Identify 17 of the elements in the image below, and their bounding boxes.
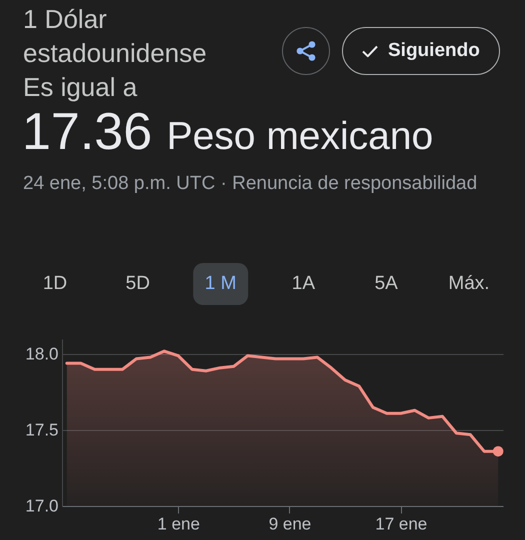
text: 1A <box>292 273 316 295</box>
y-tick-label: 17.0 <box>25 496 58 516</box>
text: Máx. <box>448 273 490 295</box>
text: 1 M <box>192 263 248 305</box>
x-tick-label: 17 ene <box>375 514 428 534</box>
chart-title: 1 Dólar estadounidense <box>23 3 208 70</box>
text: 5A <box>374 273 398 295</box>
x-tick-label: 9 ene <box>268 514 312 534</box>
text: 1D <box>42 273 68 295</box>
text: 24 ene, 5:08 p.m. UTC · Renuncia de responsabilidad <box>23 172 478 196</box>
follow-button: Siguiendo <box>342 27 500 75</box>
text: 17.36 Peso mexicano <box>22 103 434 161</box>
text: 5D <box>126 273 150 295</box>
y-tick-label: 17.5 <box>25 420 58 440</box>
chart-subtitle: Es igual a <box>23 71 138 104</box>
x-tick-label: 1 ene <box>157 514 200 534</box>
y-tick-label: 18.0 <box>25 344 58 364</box>
